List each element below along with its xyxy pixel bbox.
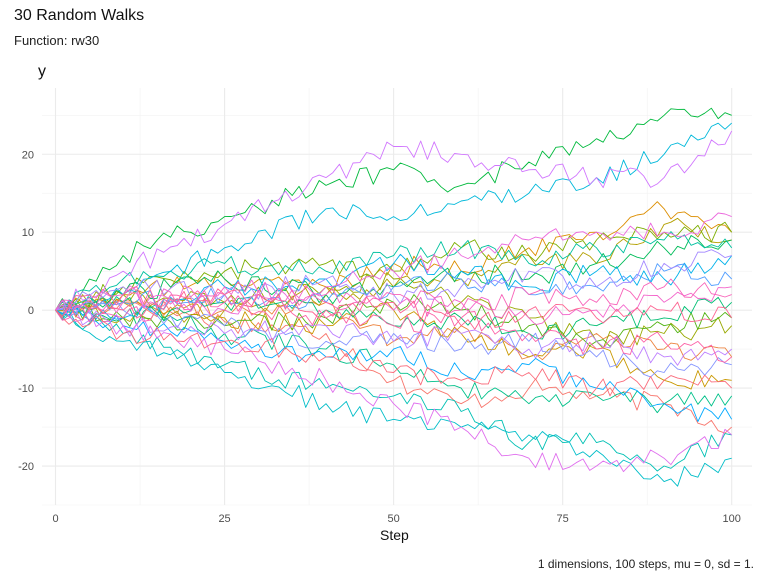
x-tick-label: 50 — [387, 513, 399, 525]
chart-caption: 1 dimensions, 100 steps, mu = 0, sd = 1. — [537, 557, 754, 571]
x-axis-label: Step — [380, 527, 409, 543]
y-tick-label: -20 — [18, 461, 34, 473]
x-tick-label: 25 — [218, 513, 230, 525]
series-line — [55, 263, 733, 316]
y-axis-label: y — [38, 63, 46, 80]
series-line — [55, 231, 733, 317]
y-tick-label: -10 — [18, 383, 34, 395]
series-line — [55, 285, 732, 363]
x-tick-label: 0 — [52, 513, 58, 525]
series-line — [55, 309, 732, 472]
series-line — [55, 279, 732, 326]
series-line — [55, 107, 732, 311]
series-lines — [55, 107, 733, 487]
chart-subtitle: Function: rw30 — [14, 33, 100, 48]
series-line — [55, 288, 733, 330]
series-line — [55, 307, 732, 366]
y-tick-label: 20 — [22, 149, 34, 161]
series-line — [55, 122, 733, 317]
y-tick-label: 10 — [22, 227, 34, 239]
chart-title: 30 Random Walks — [14, 7, 145, 24]
series-line — [55, 299, 733, 434]
x-tick-label: 100 — [723, 513, 741, 525]
series-line — [55, 300, 732, 378]
x-tick-label: 75 — [557, 513, 569, 525]
series-line — [55, 130, 733, 312]
y-tick-label: 0 — [28, 305, 34, 317]
series-line — [55, 304, 732, 473]
series-line — [55, 309, 733, 397]
